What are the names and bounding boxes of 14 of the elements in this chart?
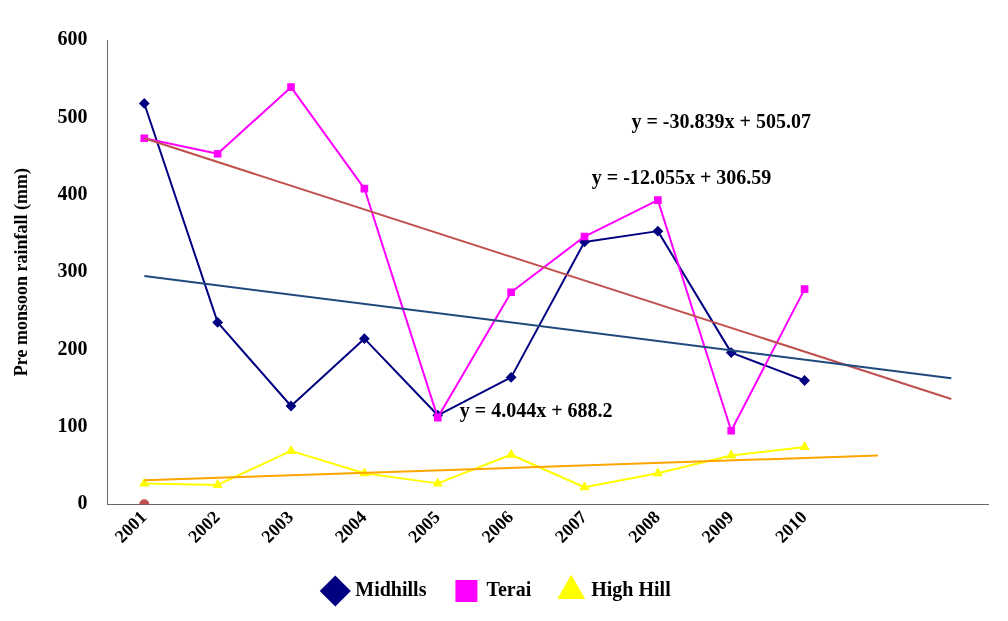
legend-label: Midhills	[355, 578, 427, 601]
y-tick-label: 200	[57, 336, 88, 359]
y-tick-label: 600	[57, 27, 88, 50]
y-tick-label: 100	[57, 414, 88, 437]
y-tick-label: 300	[57, 259, 88, 282]
legend-label: High Hill	[591, 578, 672, 602]
annotation: y = -30.839x + 505.07	[631, 109, 811, 133]
annotation: y = -12.055x + 306.59	[591, 166, 772, 190]
y-tick-label: 0	[77, 491, 88, 514]
annotation: y = 4.044x + 688.2	[459, 398, 613, 422]
legend-label: Terai	[486, 578, 532, 601]
y-tick-label: 500	[57, 104, 88, 127]
y-axis-title: Pre monsoon rainfall (mm)	[11, 168, 33, 377]
y-tick-label: 400	[57, 181, 88, 204]
